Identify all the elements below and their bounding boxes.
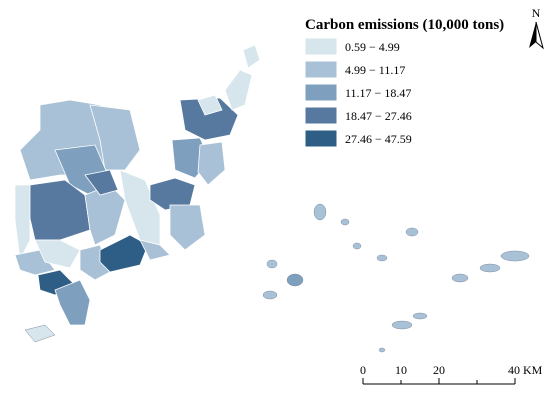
- region: [224, 69, 253, 111]
- region: [89, 104, 141, 171]
- scale-label: 10: [395, 363, 407, 377]
- island: [262, 290, 278, 300]
- region: [14, 184, 31, 262]
- region: [197, 94, 223, 116]
- legend-label: 11.17 − 18.47: [345, 86, 411, 100]
- legend-swatch: [304, 60, 338, 79]
- island: [376, 254, 388, 262]
- region: [139, 239, 171, 261]
- legend-swatch: [304, 83, 338, 102]
- region: [99, 234, 149, 273]
- legend-label: 18.47 − 27.46: [345, 109, 412, 123]
- mainland: [14, 44, 261, 343]
- island: [412, 312, 428, 320]
- north-label: N: [532, 6, 541, 20]
- scale-bar: 0 10 20 40 KM: [360, 363, 543, 385]
- legend-swatch: [304, 129, 338, 148]
- region: [34, 239, 81, 269]
- island: [405, 227, 419, 237]
- island: [266, 259, 278, 269]
- legend-label: 0.59 − 4.99: [345, 40, 400, 54]
- legend-label: 4.99 − 11.17: [345, 63, 405, 77]
- scale-label: 40 KM: [508, 363, 543, 377]
- region: [179, 97, 239, 141]
- region: [84, 169, 119, 196]
- island: [340, 218, 350, 226]
- island: [286, 273, 304, 287]
- legend-title: Carbon emissions (10,000 tons): [305, 17, 504, 33]
- island: [313, 203, 327, 221]
- arrow-half: [535, 21, 544, 50]
- island: [500, 250, 530, 262]
- legend: 0.59 − 4.99 4.99 − 11.17 11.17 − 18.47 18.4…: [304, 37, 412, 148]
- islands: [262, 203, 530, 353]
- island: [391, 320, 413, 330]
- region: [197, 141, 226, 186]
- legend-swatch: [304, 37, 338, 56]
- scale-label: 0: [360, 363, 366, 377]
- island: [352, 242, 362, 250]
- scale-label: 20: [433, 363, 445, 377]
- island: [378, 347, 386, 353]
- island: [451, 273, 469, 283]
- region: [242, 44, 261, 69]
- region: [14, 249, 56, 276]
- island: [24, 324, 56, 343]
- arrow-half: [529, 22, 536, 48]
- region: [169, 204, 206, 251]
- region: [54, 279, 91, 326]
- legend-swatch: [304, 106, 338, 125]
- island: [479, 263, 501, 273]
- legend-label: 27.46 − 47.59: [345, 132, 412, 146]
- north-arrow: N: [529, 6, 544, 50]
